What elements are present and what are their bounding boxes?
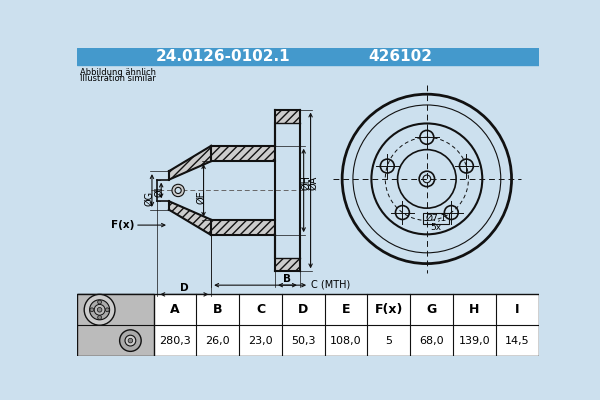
Circle shape [175,187,181,194]
Text: 23,0: 23,0 [248,336,273,346]
Text: ØI: ØI [154,186,164,197]
Text: C (MTH): C (MTH) [311,279,350,289]
Text: Ø7,1: Ø7,1 [425,214,447,224]
Bar [211,220,275,235]
Text: D: D [180,283,188,293]
Text: 24.0126-0102.1: 24.0126-0102.1 [155,49,290,64]
Text: 139,0: 139,0 [458,336,490,346]
Text: 68,0: 68,0 [419,336,444,346]
Text: ØE: ØE [196,190,206,204]
Polygon shape [169,201,211,235]
Circle shape [106,308,109,312]
Text: E: E [342,303,350,316]
Text: 108,0: 108,0 [330,336,362,346]
Text: 50,3: 50,3 [291,336,316,346]
Text: I: I [515,303,520,316]
Text: 26,0: 26,0 [205,336,230,346]
Text: 426102: 426102 [368,49,432,64]
Text: G: G [427,303,437,316]
Text: 5: 5 [385,336,392,346]
Circle shape [119,330,141,351]
Circle shape [172,184,184,197]
Text: B: B [213,303,223,316]
Text: 14,5: 14,5 [505,336,529,346]
Circle shape [97,308,102,312]
Text: C: C [256,303,265,316]
Circle shape [98,300,101,304]
Text: H: H [469,303,479,316]
Text: B: B [283,274,292,284]
Circle shape [125,335,136,346]
Text: ØH: ØH [301,176,311,190]
Text: 5x: 5x [431,223,442,232]
Text: A: A [170,303,180,316]
Bar [77,294,154,356]
Circle shape [128,338,133,343]
Text: F(x): F(x) [111,220,134,230]
Circle shape [89,300,110,320]
Circle shape [90,308,94,312]
Bar [77,48,539,65]
Bar [211,146,275,161]
Text: F(x): F(x) [374,303,403,316]
Bar [275,258,300,271]
Text: ØG: ØG [145,190,155,206]
Bar [77,294,539,356]
Text: Abbildung ähnlich: Abbildung ähnlich [80,68,157,77]
Polygon shape [169,146,211,180]
Text: 280,3: 280,3 [159,336,191,346]
Text: Illustration similar: Illustration similar [80,74,156,83]
Bar [275,110,300,123]
Circle shape [98,316,101,320]
Text: D: D [298,303,308,316]
Circle shape [94,304,105,315]
Circle shape [84,294,115,325]
Text: ØA: ØA [308,176,318,190]
